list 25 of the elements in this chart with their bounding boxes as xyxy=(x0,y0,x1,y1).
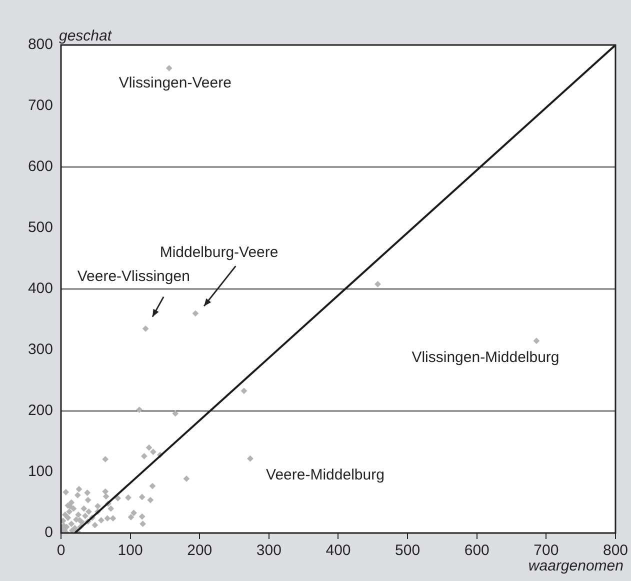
x-tick-label: 600 xyxy=(464,542,490,560)
annotation: Vlissingen-Veere xyxy=(118,74,232,92)
x-tick-label: 200 xyxy=(187,542,212,560)
annotation: Veere-Middelburg xyxy=(266,466,384,484)
y-axis-title: geschat xyxy=(59,28,112,45)
x-axis-title: waargenomen xyxy=(528,558,624,575)
y-tick-label: 800 xyxy=(28,36,53,54)
y-tick-label: 600 xyxy=(28,158,53,176)
x-tick-label: 400 xyxy=(326,542,351,560)
annotation: Veere-Vlissingen xyxy=(77,268,190,285)
x-tick-label: 300 xyxy=(256,542,282,560)
y-tick-label: 500 xyxy=(28,219,53,236)
y-tick-label: 100 xyxy=(28,463,53,480)
x-tick-label: 100 xyxy=(118,542,143,560)
annotation: Vlissingen-Middelburg xyxy=(412,348,560,366)
y-tick-label: 200 xyxy=(28,402,53,420)
x-tick-label: 500 xyxy=(395,542,420,560)
x-tick-label: 0 xyxy=(56,542,66,560)
y-tick-label: 700 xyxy=(28,97,53,114)
y-tick-label: 400 xyxy=(28,280,53,298)
annotation: Middelburg-Veere xyxy=(160,244,278,262)
x-tick-label: 700 xyxy=(534,542,559,560)
x-tick-label: 800 xyxy=(602,542,628,560)
y-tick-label: 300 xyxy=(28,341,53,358)
y-tick-label: 0 xyxy=(44,524,53,542)
